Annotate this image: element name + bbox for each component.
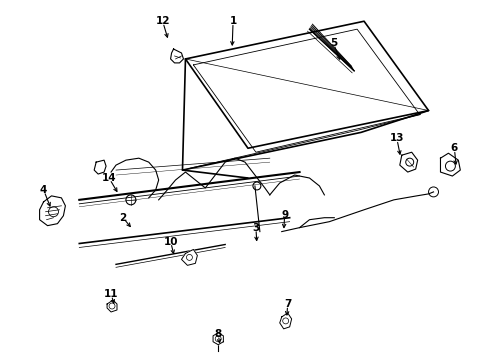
Text: 9: 9 [281, 210, 288, 220]
Text: 12: 12 [155, 16, 170, 26]
Text: 1: 1 [229, 16, 237, 26]
Polygon shape [213, 333, 223, 345]
Text: 2: 2 [120, 213, 126, 223]
Polygon shape [400, 152, 417, 172]
Text: 4: 4 [40, 185, 47, 195]
Text: 5: 5 [330, 38, 337, 48]
Text: 10: 10 [163, 237, 178, 247]
Text: 14: 14 [102, 173, 116, 183]
Polygon shape [107, 300, 117, 312]
Text: 7: 7 [284, 299, 292, 309]
Polygon shape [171, 49, 183, 63]
Polygon shape [40, 196, 65, 226]
Polygon shape [280, 313, 292, 329]
Text: 6: 6 [451, 143, 458, 153]
Text: 11: 11 [104, 289, 118, 299]
Polygon shape [181, 249, 197, 265]
Polygon shape [441, 153, 460, 176]
Text: 8: 8 [215, 329, 222, 339]
Text: 13: 13 [390, 133, 404, 143]
Text: 3: 3 [252, 222, 260, 233]
